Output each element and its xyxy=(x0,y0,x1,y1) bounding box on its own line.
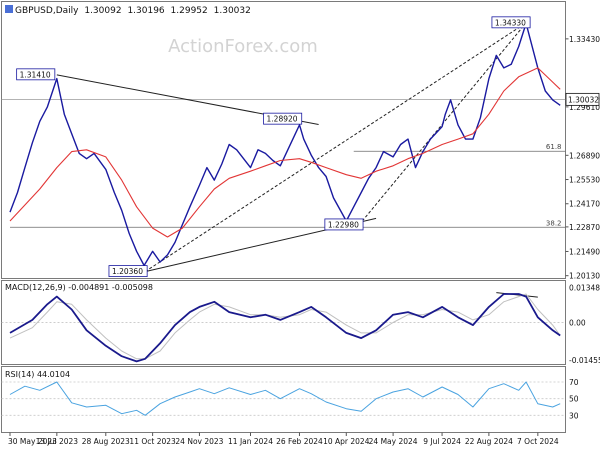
pivot-label-box xyxy=(491,16,531,29)
pivot-label-box xyxy=(324,218,364,231)
fib-level-label: 38.2 xyxy=(546,219,562,227)
macd-y-tick-label: -0.014554 xyxy=(569,356,600,365)
ohlc-open: 1.30092 xyxy=(84,6,121,16)
price-panel xyxy=(1,1,566,279)
macd-y-tick-label: 0.013489 xyxy=(569,284,600,293)
price-y-tick-label: 1.29610 xyxy=(569,103,600,112)
pivot-label: 1.31410 xyxy=(20,70,51,79)
grid-layer xyxy=(1,98,566,416)
price-y-tick-label: 1.33430 xyxy=(569,35,600,44)
last-price-box xyxy=(565,92,600,106)
x-tick-label: 7 Oct 2024 xyxy=(517,437,559,446)
fib-level-label: 61.8 xyxy=(546,143,562,151)
x-tick-label: 28 Aug 2023 xyxy=(82,437,130,446)
timeframe: Daily xyxy=(56,6,79,16)
rsi-y-tick-label: 70 xyxy=(569,378,579,387)
price-y-tick-label: 1.22870 xyxy=(569,223,600,232)
symbol: GBPUSD xyxy=(15,6,53,16)
axis-layer: 1.334301.300901.296101.268901.255301.241… xyxy=(8,35,600,446)
price-trendline xyxy=(144,22,527,273)
rsi-y-tick-label: 30 xyxy=(569,411,579,420)
rsi-y-tick-label: 50 xyxy=(569,395,579,404)
chart-header: GBPUSD,Daily 1.30092 1.30196 1.29952 1.3… xyxy=(5,5,251,16)
pivot-label-box xyxy=(108,265,148,277)
pivot-label: 1.20360 xyxy=(112,267,143,276)
pivot-label: 1.34330 xyxy=(495,18,526,27)
price-y-tick-label: 1.21490 xyxy=(569,247,600,256)
x-tick-label: 11 Oct 2023 xyxy=(129,437,176,446)
ohlc-close: 1.30032 xyxy=(214,6,251,16)
x-tick-label: 26 Feb 2024 xyxy=(276,437,323,446)
symbol-marker xyxy=(5,5,13,13)
price-y-tick-label: 1.25530 xyxy=(569,176,600,185)
last-price-label: 1.30032 xyxy=(568,95,599,104)
price-series-line xyxy=(9,22,561,267)
x-tick-label: 30 May 2023 xyxy=(8,437,57,446)
rsi-panel xyxy=(1,366,566,433)
watermark: ActionForex.com xyxy=(168,36,318,57)
macd-label: MACD(12,26,9) -0.004891 -0.005098 xyxy=(5,283,153,292)
x-tick-label: 24 May 2024 xyxy=(369,437,418,446)
svg-text:GBPUSD,Daily 1.30092: GBPUSD,Daily 1.30092 1.30196 1.29952 1.3… xyxy=(15,6,251,16)
price-y-tick-label: 1.24170 xyxy=(569,200,600,209)
series-layer xyxy=(9,22,561,416)
ohlc-high: 1.30196 xyxy=(127,6,164,16)
pivot-label: 1.22980 xyxy=(328,220,359,229)
x-tick-label: 10 Apr 2024 xyxy=(323,437,370,446)
x-tick-label: 13 Jul 2023 xyxy=(36,437,79,446)
price-y-tick-label: 1.26890 xyxy=(569,151,600,160)
macd-line xyxy=(9,293,561,363)
x-tick-label: 22 Aug 2024 xyxy=(465,437,513,446)
annotation-layer: 61.8 38.2 1.31410 1.28920 1.22980 1.20360 1.34… xyxy=(16,16,562,277)
pivot-label: 1.28920 xyxy=(267,115,298,124)
x-tick-label: 24 Nov 2023 xyxy=(175,437,223,446)
x-tick-label: 9 Jul 2024 xyxy=(423,437,461,446)
x-tick-label: 11 Jan 2024 xyxy=(228,437,273,446)
pivot-label-box xyxy=(16,68,56,81)
ohlc-low: 1.29952 xyxy=(171,6,208,16)
pivot-label-box xyxy=(263,112,303,125)
moving-average-line xyxy=(9,67,561,238)
rsi-label: RSI(14) 44.0104 xyxy=(5,370,70,379)
price-y-tick-label: 1.20130 xyxy=(569,272,600,281)
macd-y-tick-label: 0.00 xyxy=(569,319,586,328)
rsi-line xyxy=(9,381,561,416)
